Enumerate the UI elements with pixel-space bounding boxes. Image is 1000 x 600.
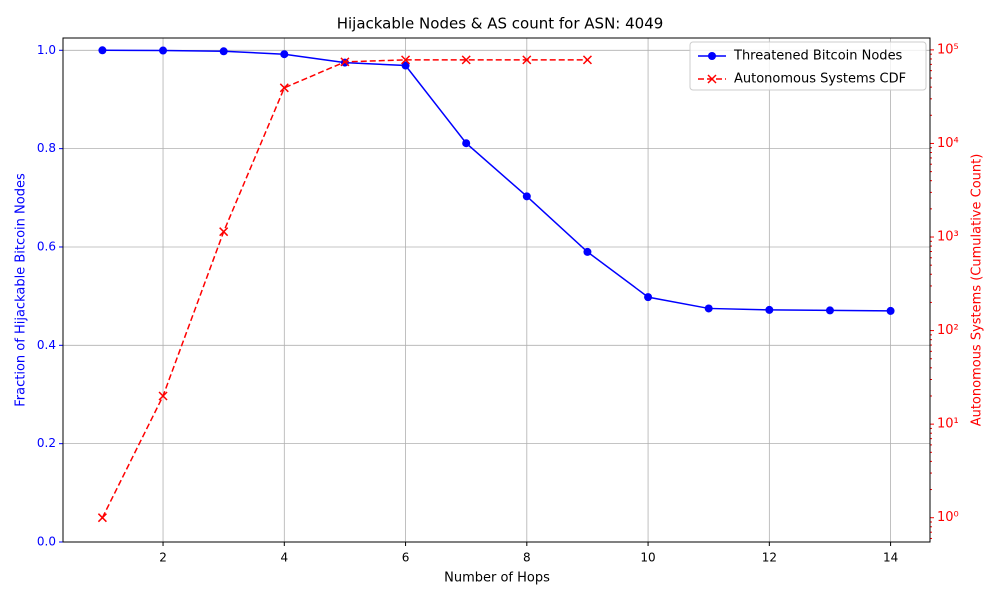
point bbox=[461, 55, 471, 65]
y2-tick-label: 10⁴ bbox=[937, 136, 959, 151]
point bbox=[401, 55, 411, 65]
x-tick-label: 4 bbox=[280, 551, 288, 565]
y2-tick-label: 10² bbox=[937, 323, 959, 338]
point bbox=[644, 293, 653, 302]
series-line bbox=[102, 49, 891, 312]
point bbox=[340, 57, 350, 67]
y-tick-label: 0.2 bbox=[37, 436, 56, 450]
point bbox=[522, 55, 532, 65]
legend-label: Threatened Bitcoin Nodes bbox=[733, 49, 903, 64]
x-tick-label: 8 bbox=[523, 551, 531, 565]
plot-frame bbox=[62, 37, 931, 543]
y-tick-label: 1.0 bbox=[37, 43, 56, 57]
point bbox=[279, 83, 289, 93]
y-axis-label: Fraction of Hijackable Bitcoin Nodes bbox=[14, 173, 29, 407]
point bbox=[280, 50, 289, 59]
y-tick-label: 0.0 bbox=[37, 535, 56, 549]
point bbox=[886, 306, 895, 315]
point bbox=[401, 61, 410, 70]
point bbox=[219, 47, 228, 56]
point bbox=[765, 305, 774, 314]
legend-marker bbox=[707, 74, 717, 84]
x-tick-label: 10 bbox=[640, 551, 655, 565]
y2-tick-label: 10⁵ bbox=[937, 42, 959, 57]
legend-marker bbox=[708, 52, 716, 60]
x-axis-label: Number of Hops bbox=[444, 571, 550, 586]
point bbox=[97, 513, 107, 523]
point bbox=[219, 227, 229, 237]
point bbox=[825, 306, 834, 315]
x-tick-label: 14 bbox=[883, 551, 898, 565]
point bbox=[704, 304, 713, 313]
grid bbox=[63, 38, 930, 543]
point bbox=[159, 46, 168, 55]
point bbox=[98, 46, 107, 55]
y2-tick-label: 10³ bbox=[937, 230, 959, 245]
legend-box bbox=[689, 41, 927, 91]
x-tick-label: 2 bbox=[159, 551, 167, 565]
x-tick-label: 6 bbox=[402, 551, 410, 565]
series-line bbox=[101, 59, 588, 519]
chart-title: Hijackable Nodes & AS count for ASN: 404… bbox=[337, 15, 664, 33]
point bbox=[583, 247, 592, 256]
y2-tick-label: 10¹ bbox=[937, 417, 959, 432]
y2-axis-label: Autonomous Systems (Cumulative Count) bbox=[970, 154, 985, 427]
y-tick-label: 0.4 bbox=[37, 338, 56, 352]
y-tick-label: 0.6 bbox=[37, 239, 56, 253]
point bbox=[582, 55, 592, 65]
legend-label: Autonomous Systems CDF bbox=[734, 72, 906, 87]
point bbox=[158, 391, 168, 401]
y2-tick-label: 10⁰ bbox=[937, 510, 959, 525]
point bbox=[522, 192, 531, 201]
x-tick-label: 12 bbox=[762, 551, 777, 565]
y-tick-label: 0.8 bbox=[37, 141, 56, 155]
point bbox=[462, 139, 471, 148]
